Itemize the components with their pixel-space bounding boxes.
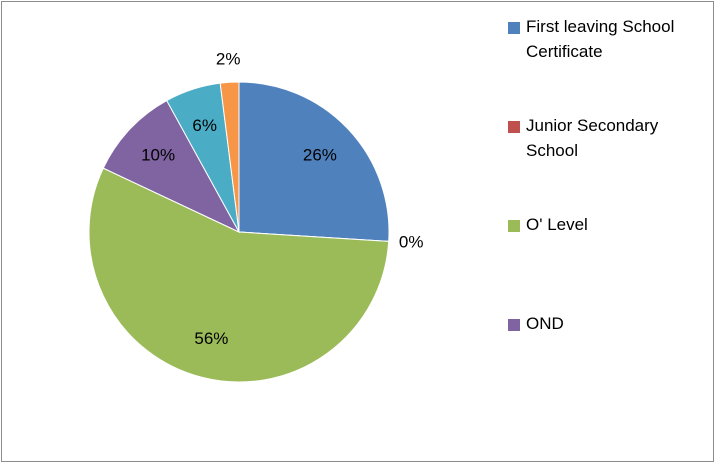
legend-label: Junior Secondary School	[526, 116, 659, 160]
data-label: 26%	[303, 145, 337, 164]
data-label: 10%	[141, 145, 175, 164]
data-label: 2%	[216, 49, 241, 68]
legend: First leaving School Certificate Junior Se…	[508, 17, 674, 333]
pie-slice	[102, 99, 241, 234]
pie-slice	[88, 167, 390, 383]
pie	[88, 81, 390, 383]
legend-label: O' Level	[526, 215, 588, 234]
pie-slice	[238, 81, 390, 242]
data-label: 6%	[192, 116, 217, 135]
legend-label: First leaving School Certificate	[526, 17, 674, 61]
legend-label-line: O' Level	[526, 215, 588, 234]
legend-label-line: Junior Secondary	[526, 116, 659, 135]
pie-slice	[219, 81, 240, 233]
data-label: 0%	[399, 232, 424, 251]
legend-label-line: School	[526, 141, 578, 160]
legend-label: OND	[526, 314, 564, 333]
legend-label-line: OND	[526, 314, 564, 333]
legend-swatch	[508, 121, 520, 133]
data-labels: 26% 0% 56% 10% 6% 2%	[141, 49, 423, 348]
legend-label-line: Certificate	[526, 42, 603, 61]
legend-swatch	[508, 220, 520, 232]
data-label: 56%	[194, 329, 228, 348]
legend-swatch	[508, 319, 520, 331]
legend-label-line: First leaving School	[526, 17, 674, 36]
legend-swatch	[508, 22, 520, 34]
